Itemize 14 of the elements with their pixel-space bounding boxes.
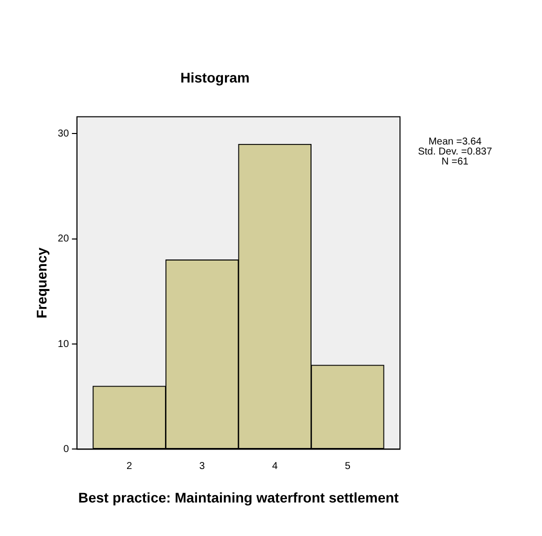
x-axis-title: Best practice: Maintaining waterfront settlement	[78, 489, 400, 506]
y-tick-label: 30	[58, 128, 70, 140]
text: Mean =3.64	[428, 136, 482, 148]
text: N =61	[442, 156, 469, 168]
y-tick-label: 20	[58, 234, 70, 245]
x-tick-label: 3	[199, 460, 206, 472]
y-tick-label: 0	[63, 444, 70, 455]
x-tick-label: 2	[126, 460, 133, 472]
x-tick-label: 5	[344, 460, 351, 472]
chart-title: Histogram	[180, 69, 250, 86]
y-tick-label: 10	[58, 338, 70, 350]
text: Std. Dev. =0.837	[418, 146, 492, 158]
x-tick-label: 4	[272, 460, 278, 472]
y-axis-title: Frequency	[33, 247, 50, 318]
